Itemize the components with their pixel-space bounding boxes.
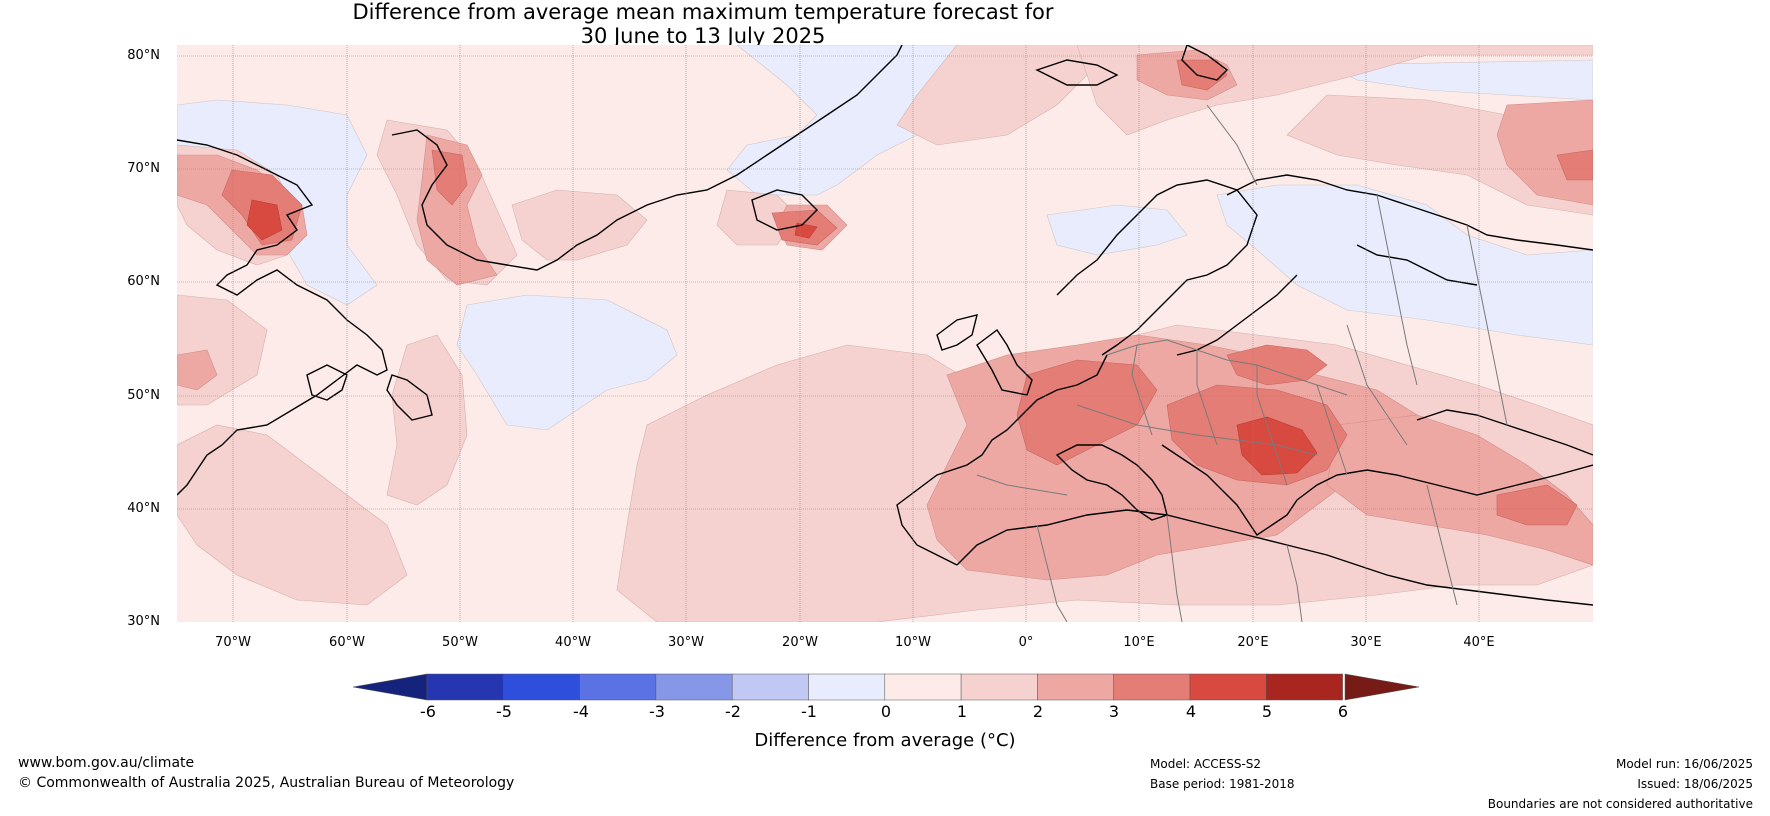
colorbar-tick: -1 xyxy=(801,702,817,721)
lon-label-10w: 10°W xyxy=(895,635,931,650)
colorbar-cell xyxy=(808,673,886,701)
lat-label-70n: 70°N xyxy=(127,161,160,176)
colorbar-cell xyxy=(731,673,809,701)
country-borders xyxy=(976,104,1508,622)
map-gridlines xyxy=(177,45,1593,622)
base-period-text: Base period: 1981-2018 xyxy=(1150,777,1295,791)
lon-label-50w: 50°W xyxy=(442,635,478,650)
colorbar-extend-high xyxy=(1344,673,1419,701)
colorbar-tick: -2 xyxy=(725,702,741,721)
colorbar-cell xyxy=(579,673,657,701)
lon-label-20e: 20°E xyxy=(1237,635,1269,650)
disclaimer-text: Boundaries are not considered authoritat… xyxy=(1487,797,1753,811)
lon-label-40w: 40°W xyxy=(555,635,591,650)
colorbar-cell xyxy=(1266,673,1343,701)
title-line-1: Difference from average mean maximum tem… xyxy=(352,0,1054,24)
lon-label-0: 0° xyxy=(1018,635,1034,650)
anomaly-4-to-5-areas xyxy=(246,199,1318,476)
colorbar-cells xyxy=(426,673,1343,701)
model-text: Model: ACCESS-S2 xyxy=(1150,757,1262,771)
lat-label-50n: 50°N xyxy=(127,388,160,403)
colorbar-tick: 5 xyxy=(1261,702,1273,721)
lat-label-80n: 80°N xyxy=(127,48,160,63)
colorbar-tick: 4 xyxy=(1185,702,1197,721)
colorbar-cell xyxy=(655,673,733,701)
title-line-2: 30 June to 13 July 2025 xyxy=(580,24,826,48)
colorbar-tick: -6 xyxy=(420,702,436,721)
colorbar-tick: -5 xyxy=(496,702,512,721)
colorbar-tick: 2 xyxy=(1032,702,1044,721)
lon-label-20w: 20°W xyxy=(782,635,818,650)
colorbar-cell xyxy=(1037,673,1114,701)
colorbar-cell xyxy=(503,673,580,701)
map-title: Difference from average mean maximum tem… xyxy=(0,0,1406,48)
colorbar-tick: 6 xyxy=(1337,702,1349,721)
lon-label-60w: 60°W xyxy=(329,635,365,650)
colorbar-cell xyxy=(1189,673,1267,701)
forecast-map xyxy=(177,45,1593,622)
issued-text: Issued: 18/06/2025 xyxy=(1637,777,1753,791)
colorbar-cell xyxy=(960,673,1038,701)
lon-label-10e: 10°E xyxy=(1123,635,1155,650)
colorbar-tick: -4 xyxy=(573,702,589,721)
map-svg xyxy=(177,45,1593,622)
colorbar-label: Difference from average (°C) xyxy=(754,730,1016,751)
colorbar-tick: 1 xyxy=(956,702,968,721)
website-text: www.bom.gov.au/climate xyxy=(18,755,195,771)
colorbar-tick: -3 xyxy=(649,702,665,721)
lon-label-30w: 30°W xyxy=(668,635,704,650)
model-run-text: Model run: 16/06/2025 xyxy=(1615,757,1753,771)
coastlines xyxy=(177,45,1593,606)
colorbar-cell xyxy=(426,673,504,701)
colorbar-cell xyxy=(1113,673,1191,701)
colorbar-extend-low xyxy=(353,673,428,701)
lat-label-30n: 30°N xyxy=(127,614,160,629)
lon-label-30e: 30°E xyxy=(1350,635,1382,650)
lon-label-40e: 40°E xyxy=(1463,635,1495,650)
lat-label-60n: 60°N xyxy=(127,274,160,289)
colorbar-tick: 3 xyxy=(1108,702,1120,721)
colorbar-tick: 0 xyxy=(880,702,892,721)
colorbar-cell xyxy=(884,673,962,701)
colorbar xyxy=(353,673,1419,701)
lon-label-70w: 70°W xyxy=(215,635,251,650)
copyright-text: © Commonwealth of Australia 2025, Austra… xyxy=(18,775,515,791)
lat-label-40n: 40°N xyxy=(127,501,160,516)
